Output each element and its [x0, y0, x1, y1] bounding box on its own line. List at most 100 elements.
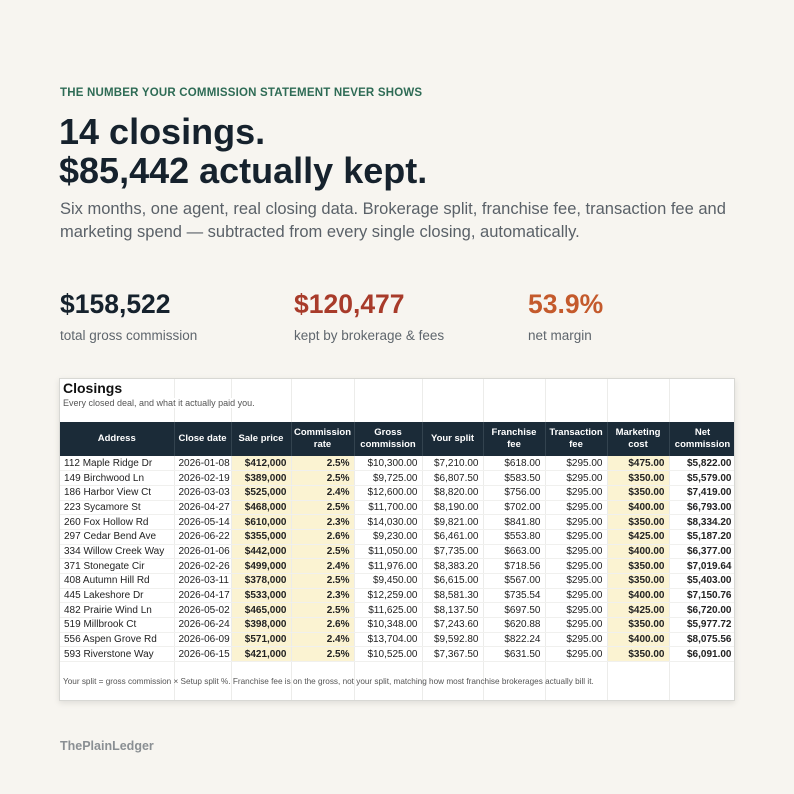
commission-rate-cell[interactable]: 2.5%: [291, 646, 355, 663]
commission-rate-cell[interactable]: 2.3%: [291, 588, 355, 604]
transaction-fee-cell[interactable]: $295.00: [545, 500, 608, 516]
marketing-cost-cell[interactable]: $400.00: [607, 500, 670, 516]
gross-commission-cell[interactable]: $10,525.00: [354, 646, 423, 663]
commission-rate-cell[interactable]: 2.5%: [291, 573, 355, 589]
franchise-fee-cell[interactable]: $553.80: [483, 529, 546, 545]
net-commission-cell[interactable]: $7,019.64: [669, 558, 734, 574]
close-date-cell[interactable]: 2026-03-11: [174, 573, 232, 589]
marketing-cost-cell[interactable]: $350.00: [607, 617, 670, 633]
close-date-cell[interactable]: 2026-01-06: [174, 544, 232, 560]
close-date-cell[interactable]: 2026-06-22: [174, 529, 232, 545]
your-split-cell[interactable]: $8,137.50: [422, 602, 484, 619]
close-date-cell[interactable]: 2026-02-26: [174, 558, 232, 574]
address-cell[interactable]: 297 Cedar Bend Ave: [60, 529, 175, 545]
transaction-fee-cell[interactable]: $295.00: [545, 514, 608, 530]
address-cell[interactable]: 482 Prairie Wind Ln: [60, 602, 175, 619]
sale-price-cell[interactable]: $525,000: [231, 485, 292, 501]
commission-rate-cell[interactable]: 2.3%: [291, 514, 355, 530]
transaction-fee-cell[interactable]: $295.00: [545, 646, 608, 663]
franchise-fee-cell[interactable]: $822.24: [483, 632, 546, 648]
close-date-cell[interactable]: 2026-03-03: [174, 485, 232, 501]
gross-commission-cell[interactable]: $10,348.00: [354, 617, 423, 633]
close-date-cell[interactable]: 2026-06-09: [174, 632, 232, 648]
gross-commission-cell[interactable]: $12,259.00: [354, 588, 423, 604]
gross-commission-cell[interactable]: $14,030.00: [354, 514, 423, 530]
transaction-fee-cell[interactable]: $295.00: [545, 485, 608, 501]
address-cell[interactable]: 112 Maple Ridge Dr: [60, 456, 175, 472]
sale-price-cell[interactable]: $571,000: [231, 632, 292, 648]
marketing-cost-cell[interactable]: $350.00: [607, 646, 670, 663]
close-date-cell[interactable]: 2026-04-27: [174, 500, 232, 516]
transaction-fee-cell[interactable]: $295.00: [545, 544, 608, 560]
gross-commission-cell[interactable]: $9,230.00: [354, 529, 423, 545]
marketing-cost-cell[interactable]: $350.00: [607, 573, 670, 589]
marketing-cost-cell[interactable]: $475.00: [607, 456, 670, 472]
your-split-cell[interactable]: $6,807.50: [422, 470, 484, 486]
sale-price-cell[interactable]: $421,000: [231, 646, 292, 663]
net-commission-cell[interactable]: $5,187.20: [669, 529, 734, 545]
franchise-fee-cell[interactable]: $618.00: [483, 456, 546, 472]
sale-price-cell[interactable]: $468,000: [231, 500, 292, 516]
franchise-fee-cell[interactable]: $841.80: [483, 514, 546, 530]
your-split-cell[interactable]: $7,367.50: [422, 646, 484, 663]
address-cell[interactable]: 334 Willow Creek Way: [60, 544, 175, 560]
commission-rate-cell[interactable]: 2.4%: [291, 558, 355, 574]
your-split-cell[interactable]: $7,735.00: [422, 544, 484, 560]
net-commission-cell[interactable]: $7,419.00: [669, 485, 734, 501]
net-commission-cell[interactable]: $5,822.00: [669, 456, 734, 472]
gross-commission-cell[interactable]: $11,700.00: [354, 500, 423, 516]
franchise-fee-cell[interactable]: $718.56: [483, 558, 546, 574]
transaction-fee-cell[interactable]: $295.00: [545, 602, 608, 619]
gross-commission-cell[interactable]: $13,704.00: [354, 632, 423, 648]
marketing-cost-cell[interactable]: $425.00: [607, 602, 670, 619]
transaction-fee-cell[interactable]: $295.00: [545, 456, 608, 472]
gross-commission-cell[interactable]: $9,450.00: [354, 573, 423, 589]
gross-commission-cell[interactable]: $11,976.00: [354, 558, 423, 574]
franchise-fee-cell[interactable]: $735.54: [483, 588, 546, 604]
commission-rate-cell[interactable]: 2.5%: [291, 500, 355, 516]
gross-commission-cell[interactable]: $11,050.00: [354, 544, 423, 560]
franchise-fee-cell[interactable]: $756.00: [483, 485, 546, 501]
sale-price-cell[interactable]: $610,000: [231, 514, 292, 530]
commission-rate-cell[interactable]: 2.5%: [291, 470, 355, 486]
commission-rate-cell[interactable]: 2.6%: [291, 617, 355, 633]
net-commission-cell[interactable]: $8,334.20: [669, 514, 734, 530]
sale-price-cell[interactable]: $412,000: [231, 456, 292, 472]
transaction-fee-cell[interactable]: $295.00: [545, 558, 608, 574]
sale-price-cell[interactable]: $499,000: [231, 558, 292, 574]
your-split-cell[interactable]: $9,592.80: [422, 632, 484, 648]
transaction-fee-cell[interactable]: $295.00: [545, 470, 608, 486]
your-split-cell[interactable]: $7,243.60: [422, 617, 484, 633]
address-cell[interactable]: 371 Stonegate Cir: [60, 558, 175, 574]
address-cell[interactable]: 593 Riverstone Way: [60, 646, 175, 663]
transaction-fee-cell[interactable]: $295.00: [545, 573, 608, 589]
marketing-cost-cell[interactable]: $425.00: [607, 529, 670, 545]
marketing-cost-cell[interactable]: $350.00: [607, 514, 670, 530]
address-cell[interactable]: 149 Birchwood Ln: [60, 470, 175, 486]
net-commission-cell[interactable]: $6,793.00: [669, 500, 734, 516]
net-commission-cell[interactable]: $5,977.72: [669, 617, 734, 633]
gross-commission-cell[interactable]: $10,300.00: [354, 456, 423, 472]
your-split-cell[interactable]: $9,821.00: [422, 514, 484, 530]
franchise-fee-cell[interactable]: $631.50: [483, 646, 546, 663]
your-split-cell[interactable]: $6,615.00: [422, 573, 484, 589]
commission-rate-cell[interactable]: 2.6%: [291, 529, 355, 545]
franchise-fee-cell[interactable]: $620.88: [483, 617, 546, 633]
address-cell[interactable]: 408 Autumn Hill Rd: [60, 573, 175, 589]
close-date-cell[interactable]: 2026-05-02: [174, 602, 232, 619]
commission-rate-cell[interactable]: 2.5%: [291, 602, 355, 619]
close-date-cell[interactable]: 2026-05-14: [174, 514, 232, 530]
your-split-cell[interactable]: $8,820.00: [422, 485, 484, 501]
commission-rate-cell[interactable]: 2.4%: [291, 485, 355, 501]
net-commission-cell[interactable]: $7,150.76: [669, 588, 734, 604]
address-cell[interactable]: 260 Fox Hollow Rd: [60, 514, 175, 530]
marketing-cost-cell[interactable]: $350.00: [607, 558, 670, 574]
your-split-cell[interactable]: $7,210.00: [422, 456, 484, 472]
sale-price-cell[interactable]: $442,000: [231, 544, 292, 560]
marketing-cost-cell[interactable]: $400.00: [607, 588, 670, 604]
sale-price-cell[interactable]: $389,000: [231, 470, 292, 486]
close-date-cell[interactable]: 2026-06-24: [174, 617, 232, 633]
franchise-fee-cell[interactable]: $702.00: [483, 500, 546, 516]
gross-commission-cell[interactable]: $11,625.00: [354, 602, 423, 619]
franchise-fee-cell[interactable]: $583.50: [483, 470, 546, 486]
